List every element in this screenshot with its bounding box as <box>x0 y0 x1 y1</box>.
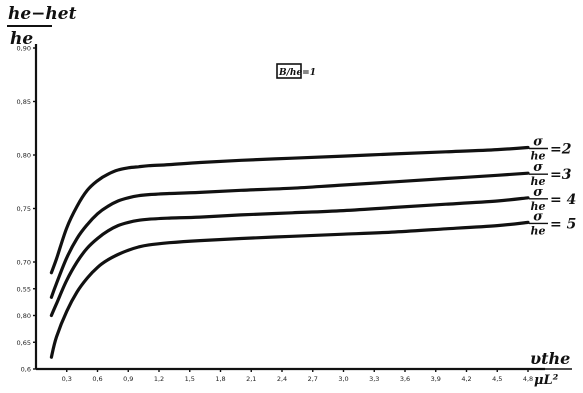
series-label-numerator: σ <box>533 185 543 200</box>
x-tick-label: 1,8 <box>215 375 225 383</box>
x-tick-label: 3,0 <box>338 375 348 383</box>
series-label-3: σhe = 4 <box>529 185 576 213</box>
y-tick-label: 0,90 <box>17 45 31 53</box>
series-label-value: = 4 <box>550 192 576 208</box>
series-line-1 <box>49 145 530 275</box>
x-tick-label: 2,7 <box>308 375 318 383</box>
series-label-numerator: σ <box>533 160 543 175</box>
series-label-denominator: he <box>531 175 546 188</box>
series-line-3 <box>49 196 530 318</box>
series-label-numerator: σ <box>533 135 543 150</box>
x-axis-label-numerator: υthe <box>530 349 570 368</box>
x-tick-label: 0,6 <box>92 375 102 383</box>
x-tick-label: 0,3 <box>62 375 72 383</box>
y-tick-label: 0,55 <box>17 285 31 293</box>
series-label-2: σhe =3 <box>529 160 572 188</box>
series-label-denominator: he <box>531 150 546 163</box>
y-tick-label: 0,75 <box>17 205 31 213</box>
y-axis-label-denominator: he <box>10 29 33 49</box>
x-tick-label: 2,1 <box>246 375 256 383</box>
y-tick-label: 0,85 <box>17 98 31 106</box>
series-label-4: σhe = 5 <box>529 209 576 237</box>
x-axis-label-denominator: μL² <box>534 373 559 388</box>
y-tick-label: 0,65 <box>17 339 31 347</box>
series-line-4 <box>49 220 530 359</box>
x-tick-label: 4,5 <box>492 375 502 383</box>
series-line-2 <box>49 171 530 299</box>
series-label-numerator: σ <box>533 209 543 224</box>
x-tick-label: 3,3 <box>369 375 379 383</box>
x-tick-label: 1,2 <box>154 375 164 383</box>
x-tick-label: 4,2 <box>461 375 471 383</box>
series-label-value: = 5 <box>550 216 576 232</box>
x-tick-label: 2,4 <box>277 375 287 383</box>
series-label-value: =3 <box>550 167 572 183</box>
series-label-1: σhe =2 <box>529 135 572 163</box>
annotation-text: B/he=1 <box>278 68 316 78</box>
y-tick-label: 0,70 <box>17 259 31 267</box>
x-tick-label: 0,9 <box>123 375 133 383</box>
x-tick-label: 3,9 <box>431 375 441 383</box>
y-tick-label: 0,80 <box>17 312 31 320</box>
x-tick-label: 3,6 <box>400 375 410 383</box>
y-tick-label: 0,80 <box>17 152 31 160</box>
series-label-value: =2 <box>550 142 572 158</box>
series-label-denominator: he <box>531 200 546 213</box>
x-tick-label: 4,8 <box>523 375 533 383</box>
x-tick-label: 1,5 <box>185 375 195 383</box>
annotation-box: B/he=1 <box>276 63 316 79</box>
y-tick-label: 0,6 <box>21 366 31 374</box>
y-axis-label-numerator: he−het <box>8 4 77 24</box>
series-label-denominator: he <box>531 224 546 237</box>
